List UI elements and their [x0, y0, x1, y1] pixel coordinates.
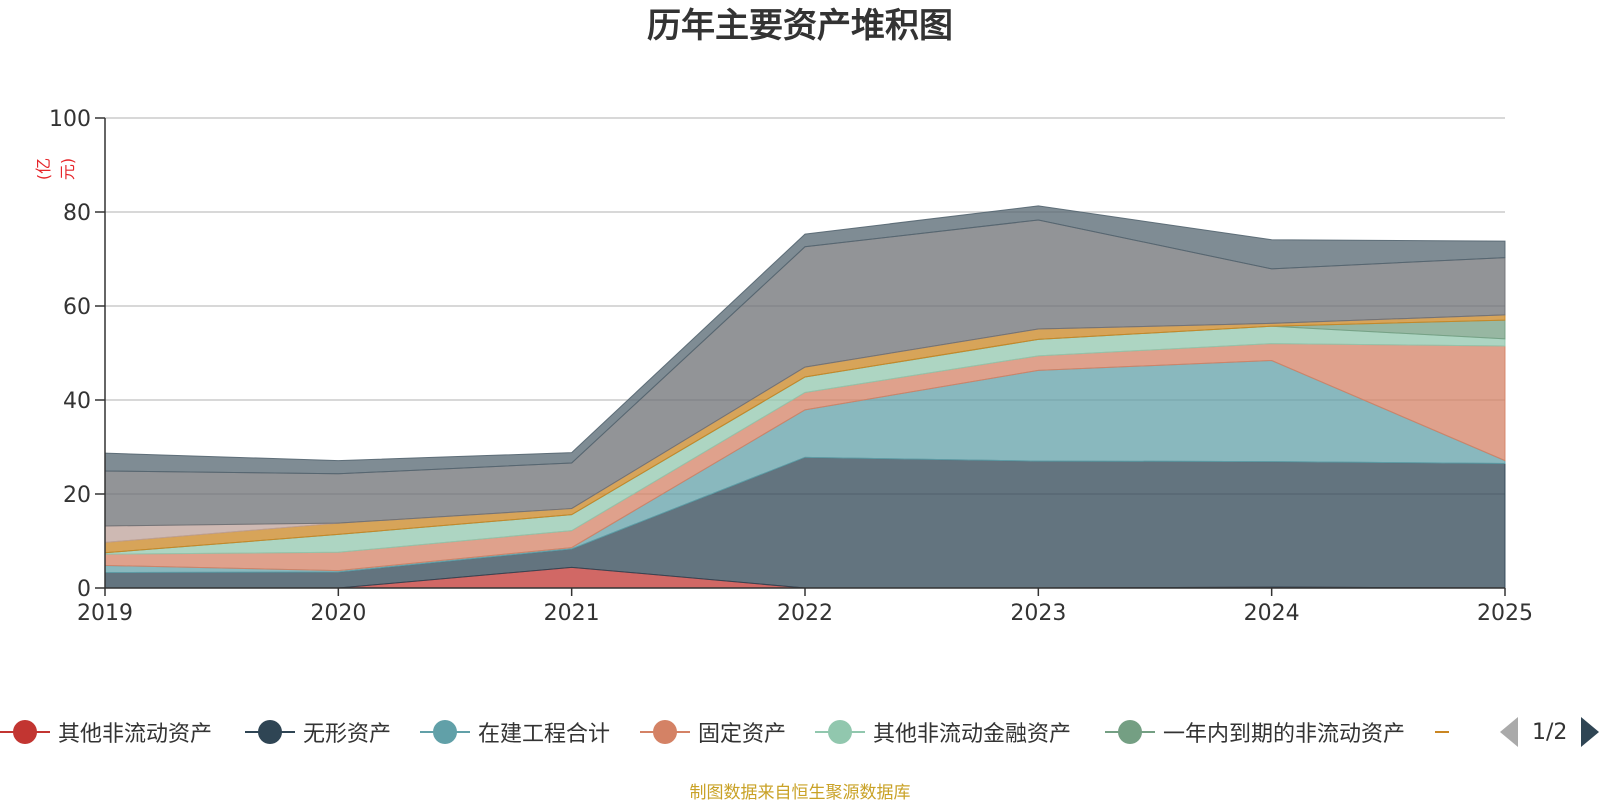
x-tick-label: 2021: [544, 601, 600, 626]
legend-item[interactable]: 在建工程合计: [420, 712, 610, 752]
area-series-9: [104, 205, 1506, 475]
y-tick-label: 0: [77, 577, 91, 602]
legend-item[interactable]: [1435, 712, 1457, 752]
legend-label: 其他非流动金融资产: [873, 722, 1072, 747]
legend-label: 其他非流动资产: [58, 722, 213, 747]
legend-marker-icon: [0, 712, 50, 752]
pager-prev-icon[interactable]: [1500, 717, 1518, 747]
legend-label: 无形资产: [303, 722, 392, 747]
legend-label: 在建工程合计: [478, 722, 611, 747]
legend-marker-icon: [640, 712, 690, 752]
pager-next-icon[interactable]: [1581, 717, 1600, 747]
x-tick-label: 2022: [777, 601, 833, 626]
legend-item[interactable]: 无形资产: [245, 712, 391, 752]
legend-label: 一年内到期的非流动资产: [1163, 722, 1406, 747]
legend-marker-icon: [245, 712, 295, 752]
area-series: [104, 205, 1506, 589]
x-tick-label: 2020: [310, 601, 366, 626]
y-tick-label: 60: [63, 295, 91, 320]
x-tick-label: 2023: [1010, 601, 1066, 626]
legend-item[interactable]: 其他非流动资产: [0, 712, 212, 752]
y-tick-label: 40: [63, 389, 91, 414]
legend-marker-icon: [1435, 712, 1449, 752]
y-tick-label: 100: [49, 107, 91, 132]
legend: 其他非流动资产 无形资产 在建工程合计 固定资产 其他非流动金融资产 一年内到期的非流动资…: [0, 712, 1600, 752]
chart-title: 历年主要资产堆积图: [647, 6, 953, 46]
legend-item[interactable]: 固定资产: [640, 712, 786, 752]
axes: 0 20 40 60 80 100 2019 2020 2021 2022 2023 2024 2025: [49, 107, 1533, 626]
legend-marker-icon: [815, 712, 865, 752]
pager-text: 1/2: [1532, 719, 1568, 745]
x-tick-label: 2019: [77, 601, 133, 626]
y-tick-label: 20: [63, 483, 91, 508]
legend-item[interactable]: 一年内到期的非流动资产: [1105, 712, 1405, 752]
legend-pager: 1/2: [1500, 712, 1600, 752]
legend-marker-icon: [1105, 712, 1155, 752]
legend-label: 固定资产: [698, 722, 787, 747]
x-tick-label: 2024: [1244, 601, 1300, 626]
source-footer: 制图数据来自恒生聚源数据库: [689, 783, 911, 803]
legend-marker-icon: [420, 712, 470, 752]
y-tick-label: 80: [63, 201, 91, 226]
legend-item[interactable]: 其他非流动金融资产: [815, 712, 1071, 752]
x-tick-label: 2025: [1477, 601, 1533, 626]
